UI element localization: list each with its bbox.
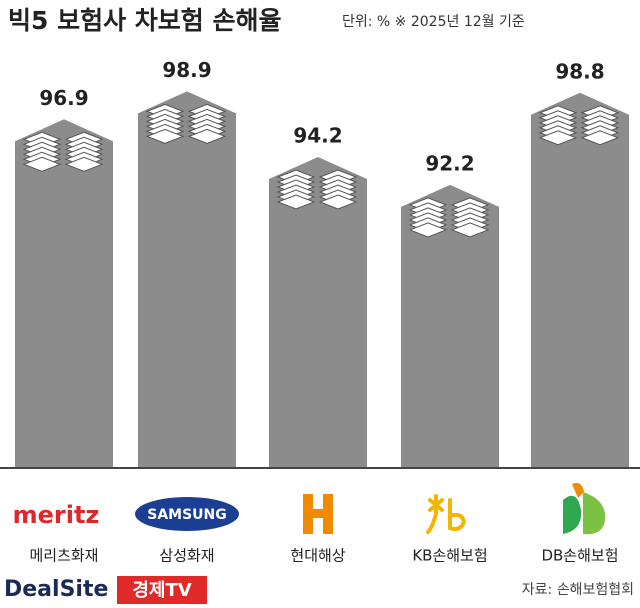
bar	[138, 91, 236, 467]
chart-subtitle: 단위: % ※ 2025년 12월 기준	[342, 14, 525, 30]
paper-icon	[408, 197, 490, 238]
paper-sheet	[64, 156, 104, 172]
brand-tv: 경제TV	[132, 580, 191, 601]
paper-icon	[276, 169, 358, 210]
samsung-logo	[135, 497, 239, 531]
paper-sheet	[145, 128, 185, 144]
paper-sheet	[450, 222, 490, 238]
source: 자료: 손해보험협회	[522, 582, 634, 598]
kb-logo	[426, 494, 467, 534]
bar	[15, 119, 113, 468]
samsung-logo-text: SAMSUNG	[147, 507, 227, 523]
value-label: 92.2	[425, 151, 474, 175]
db-logo	[563, 483, 606, 535]
paper-sheet	[318, 194, 358, 210]
paper-icon	[22, 131, 104, 172]
paper-sheet	[276, 194, 316, 210]
paper-icon	[538, 105, 620, 146]
category-label: 메리츠화재	[29, 547, 98, 565]
paper-sheet	[580, 130, 620, 146]
category-label: 현대해상	[290, 547, 345, 565]
hyundai-logo	[303, 494, 333, 534]
meritz-logo: meritz	[13, 501, 100, 529]
paper-sheet	[538, 130, 578, 146]
value-label: 98.9	[162, 58, 211, 82]
brand: DealSite	[4, 577, 108, 602]
paper-sheet	[22, 156, 62, 172]
bar	[269, 156, 367, 467]
paper-sheet	[408, 222, 448, 238]
value-label: 96.9	[39, 86, 88, 110]
paper-sheet	[187, 128, 227, 144]
category-label: KB손해보험	[412, 547, 487, 565]
brand-tv-box	[117, 576, 207, 604]
bar	[531, 92, 629, 467]
value-label: 94.2	[293, 123, 342, 147]
category-label: DB손해보험	[541, 547, 618, 565]
paper-icon	[145, 103, 227, 144]
category-label: 삼성화재	[159, 547, 214, 565]
chart-title: 빅5 보험사 차보험 손해율	[8, 6, 282, 35]
bar	[401, 184, 499, 467]
value-label: 98.8	[555, 59, 604, 83]
